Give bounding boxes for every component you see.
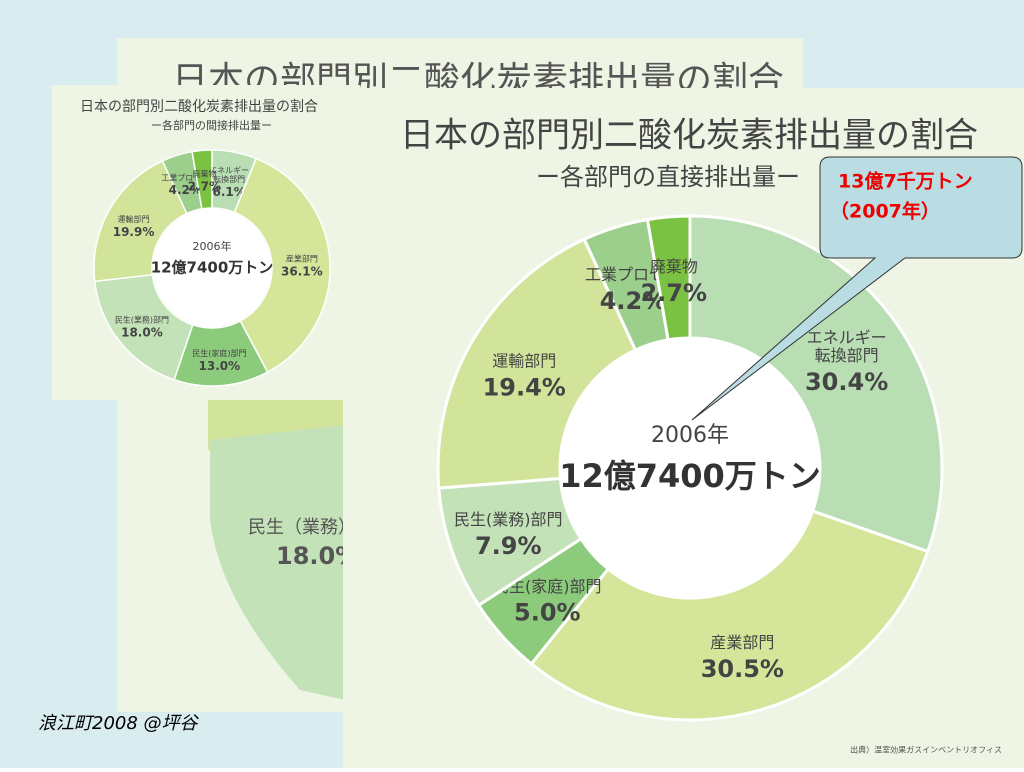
donut-slice [436,237,638,490]
small-chart: 日本の部門別二酸化炭素排出量の割合ー各部門の間接排出量ーエネルギー転換部門6.1… [80,98,331,387]
slice-value: 5.0% [514,599,581,627]
chart-title: 日本の部門別二酸化炭素排出量の割合 [80,98,318,115]
slice-label: エネルギー転換部門 [209,166,249,184]
center-total: 12億7400万トン [151,259,274,277]
slice-value: 2.7% [188,179,221,193]
slice-label: 運輸部門 [492,351,556,370]
slice-label: 民生(業務)部門 [454,510,563,529]
slice-value: 6.1% [213,185,246,199]
donut-slice [529,509,930,722]
slice-label: 民生(家庭)部門 [192,347,246,357]
slice-value: 36.1% [281,264,323,278]
donut-slice [645,214,692,342]
chart-subtitle: ー各部門の間接排出量ー [151,118,272,132]
slice-label: 運輸部門 [118,214,150,224]
callout-text: 13億7千万トン [838,170,973,193]
center-year: 2006年 [651,423,729,448]
donut-slice [93,159,188,283]
slice-value: 13.0% [199,359,241,373]
slice-label: エネルギー転換部門 [807,327,887,364]
donut-slice [233,157,331,374]
slice-value: 4.2% [169,183,202,197]
slice-label: 産業部門 [710,633,774,652]
slice-label: 産業部門 [286,253,318,263]
slice-value: 7.9% [475,532,542,560]
donut-hole [153,209,271,327]
chart-title: 日本の部門別二酸化炭素排出量の割合 [400,116,978,156]
center-year: 2006年 [193,239,232,253]
background-label: 民生（業務）部 [248,517,374,538]
slice-value: 18.0% [121,326,163,340]
footer: 浪江町2008 @坪谷 [38,713,200,734]
callout-bubble [691,156,1023,421]
donut-slice [191,149,213,210]
slice-value: 19.4% [483,373,566,401]
slice-label: 廃棄物 [192,168,216,178]
center-total: 12億7400万トン [559,457,821,495]
slice-label: 民生(家庭)部門 [493,576,602,595]
donut-hole [561,339,819,597]
slice-value: 2.7% [640,279,707,307]
slice-label: 廃棄物 [650,257,698,276]
source: 出典）温室効果ガスインベントリオフィス [850,745,1002,755]
slice-value: 19.9% [113,225,155,239]
slice-value: 30.5% [701,655,784,683]
callout: 13億7千万トン （2007年） [691,156,1023,421]
chart-subtitle: ー各部門の直接排出量ー [536,163,800,191]
callout-text: （2007年） [830,200,940,223]
slice-value: 30.4% [805,368,888,396]
slice-label: 工業プロセス [161,172,209,182]
slice-label: 民生(業務)部門 [115,314,169,324]
slice-value: 4.2% [600,287,667,315]
background-segment [210,425,345,700]
